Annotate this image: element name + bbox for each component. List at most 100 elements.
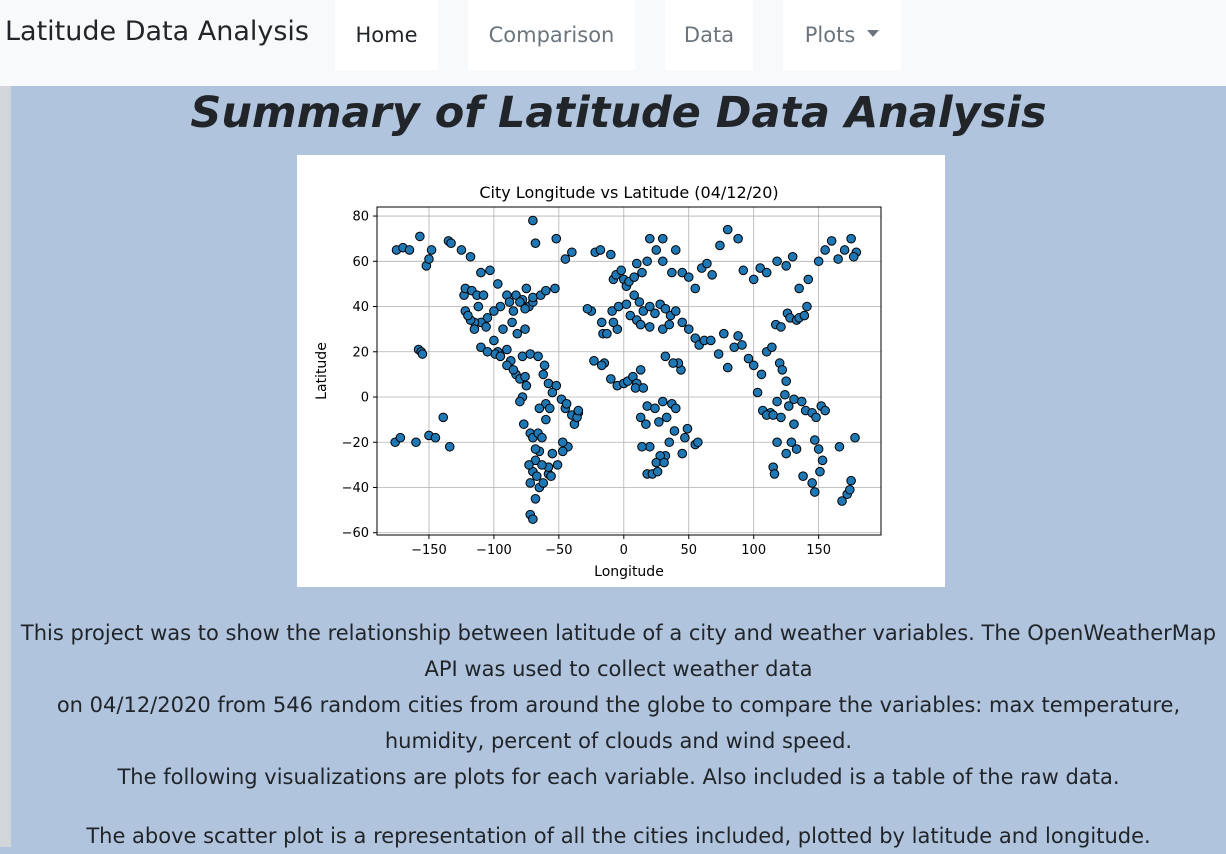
data-point: [520, 371, 530, 382]
data-point: [561, 399, 572, 409]
data-point: [551, 233, 562, 244]
data-point: [807, 478, 817, 488]
data-point: [596, 317, 607, 328]
data-point: [815, 466, 825, 477]
data-point: [504, 297, 515, 307]
description-line-1: This project was to show the relationshi…: [20, 621, 1217, 681]
data-point: [667, 267, 677, 278]
nav-home[interactable]: Home: [335, 0, 438, 70]
y-tick-label: 40: [352, 300, 369, 315]
data-point: [781, 261, 791, 271]
data-point: [481, 322, 491, 332]
data-point: [769, 469, 780, 479]
data-point: [802, 301, 812, 312]
description: This project was to show the relationshi…: [11, 615, 1226, 854]
data-point: [848, 251, 859, 262]
data-point: [809, 487, 820, 497]
x-tick-label: 0: [620, 543, 628, 558]
description-line-3: The following visualizations are plots f…: [117, 765, 1120, 789]
data-point: [607, 306, 617, 316]
x-tick-label: −150: [411, 543, 447, 558]
data-point: [707, 270, 717, 280]
data-point: [608, 317, 619, 328]
data-point: [469, 324, 480, 334]
data-point: [791, 444, 802, 454]
data-point: [489, 335, 499, 346]
data-point: [813, 444, 824, 454]
data-point: [811, 412, 821, 423]
data-point: [521, 283, 532, 294]
data-point: [683, 272, 694, 282]
data-point: [498, 324, 508, 334]
data-point: [650, 308, 660, 319]
x-tick-label: −100: [476, 543, 512, 558]
data-point: [755, 263, 765, 273]
data-point: [652, 466, 663, 477]
data-point: [820, 405, 830, 416]
data-point: [657, 396, 668, 407]
nav-comparison[interactable]: Comparison: [468, 0, 635, 70]
data-point: [634, 297, 645, 307]
data-point: [845, 484, 855, 495]
data-point: [669, 426, 680, 436]
data-point: [525, 349, 536, 359]
y-tick-label: −40: [342, 481, 369, 496]
data-point: [629, 272, 639, 282]
data-point: [719, 328, 729, 339]
data-point: [644, 322, 655, 332]
data-point: [834, 441, 845, 452]
data-point: [781, 376, 791, 386]
nav-comparison-label: Comparison: [488, 23, 615, 47]
data-point: [538, 478, 549, 488]
y-tick-label: −20: [342, 436, 369, 451]
data-point: [635, 365, 646, 375]
nav-data[interactable]: Data: [665, 0, 753, 70]
data-point: [677, 267, 688, 278]
scatter-plot-image: −150 −100 −50 0 50 100 150 80 60 40 20 0 −20 −40 −60 Ci…: [297, 155, 945, 587]
data-point: [803, 274, 814, 285]
data-point: [430, 432, 441, 443]
data-point: [518, 419, 529, 429]
data-point: [642, 401, 652, 411]
data-point: [521, 380, 532, 391]
data-point: [670, 403, 681, 414]
data-point: [530, 494, 541, 504]
data-point: [550, 283, 560, 294]
data-point: [637, 267, 647, 278]
data-point: [463, 310, 473, 321]
data-point: [595, 245, 606, 255]
data-point: [629, 290, 639, 301]
data-point: [756, 369, 767, 380]
data-point: [528, 292, 538, 303]
nav-home-label: Home: [355, 23, 418, 47]
data-point: [512, 328, 523, 339]
data-point: [657, 256, 668, 267]
data-point: [761, 267, 772, 278]
data-point: [693, 437, 703, 448]
data-point: [748, 360, 759, 371]
data-point: [533, 351, 543, 362]
data-point: [657, 233, 668, 244]
brand-link[interactable]: Latitude Data Analysis: [5, 16, 310, 47]
data-point: [541, 414, 551, 425]
y-tick-label: −60: [342, 526, 369, 541]
x-tick-label: 100: [741, 543, 766, 558]
data-point: [767, 342, 777, 353]
data-point: [664, 319, 675, 330]
data-point: [515, 396, 525, 407]
y-tick-label: 20: [352, 345, 369, 360]
data-point: [651, 245, 662, 255]
data-point: [826, 236, 837, 246]
y-axis-label: Latitude: [314, 342, 330, 400]
nav-plots-dropdown[interactable]: Plots: [783, 0, 901, 70]
data-point: [502, 360, 512, 371]
data-point: [642, 256, 652, 267]
data-point: [670, 245, 681, 255]
data-point: [846, 475, 856, 486]
data-point: [444, 441, 455, 452]
data-point: [748, 274, 759, 285]
data-point: [539, 360, 550, 371]
data-point: [737, 340, 747, 350]
data-point: [772, 396, 782, 407]
data-point: [530, 455, 541, 466]
